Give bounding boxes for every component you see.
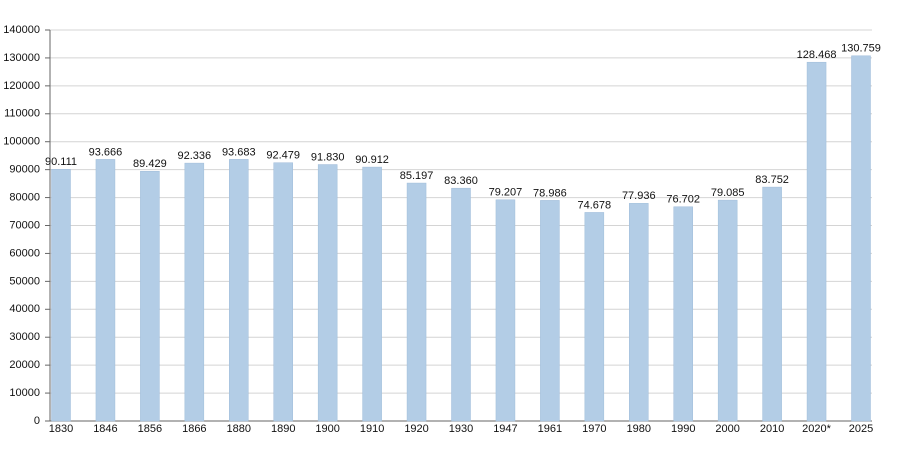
value-label: 79.207 (489, 187, 523, 199)
bar (51, 169, 71, 422)
bar (584, 212, 605, 422)
bar (229, 159, 249, 422)
x-tick-label: 1970 (582, 423, 606, 435)
x-tick-label: 1961 (538, 423, 562, 435)
y-tick-label: 110000 (4, 108, 40, 120)
y-tick-label: 20000 (9, 359, 40, 371)
x-tick-label: 1880 (227, 423, 251, 435)
x-tick-label: 1920 (404, 423, 428, 435)
x-tick-label: 1900 (315, 423, 339, 435)
bar (495, 199, 516, 422)
bar (540, 200, 560, 422)
value-label: 78.986 (533, 187, 567, 199)
y-tick-label: 10000 (9, 387, 40, 399)
x-tick-label: 2000 (715, 423, 739, 435)
value-label: 91.830 (311, 151, 345, 163)
value-label: 128.468 (797, 49, 837, 61)
bar (140, 170, 160, 422)
bar (184, 162, 205, 422)
x-tick-label: 2020* (802, 423, 831, 435)
x-tick-label: 1830 (49, 423, 73, 435)
y-tick-label: 30000 (9, 331, 40, 343)
value-label: 130.759 (841, 43, 881, 55)
value-label: 76.702 (666, 194, 700, 206)
bar (717, 199, 738, 422)
bar (762, 186, 782, 422)
value-label: 85.197 (400, 170, 434, 182)
bar (673, 206, 693, 422)
value-label: 83.752 (755, 174, 789, 186)
x-tick-label: 2010 (760, 423, 784, 435)
bar (851, 55, 871, 422)
y-tick-label: 60000 (9, 247, 40, 259)
x-tick-label: 1856 (138, 423, 162, 435)
y-tick-label: 100000 (3, 136, 40, 148)
bar (317, 164, 338, 422)
y-tick-label: 90000 (9, 164, 40, 176)
value-label: 93.683 (222, 146, 256, 158)
x-tick-label: 1846 (93, 423, 117, 435)
value-label: 90.912 (355, 154, 389, 166)
value-label: 79.085 (711, 187, 745, 199)
bar (273, 162, 293, 422)
y-tick-label: 120000 (3, 80, 40, 92)
x-tick-label: 1910 (360, 423, 384, 435)
x-tick-label: 1890 (271, 423, 295, 435)
bar (629, 203, 649, 422)
value-label: 77.936 (622, 190, 656, 202)
x-tick-label: 1930 (449, 423, 473, 435)
x-tick-label: 1980 (627, 423, 651, 435)
y-tick-label: 70000 (9, 219, 40, 231)
y-tick-label: 0 (34, 415, 40, 427)
value-label: 90.111 (45, 156, 77, 168)
y-tick-label: 40000 (9, 303, 40, 315)
value-label: 93.666 (89, 146, 123, 158)
y-tick-label: 50000 (9, 275, 40, 287)
value-label: 83.360 (444, 175, 478, 187)
x-tick-label: 1990 (671, 423, 695, 435)
x-tick-label: 1947 (493, 423, 517, 435)
bar (451, 187, 471, 422)
bar (406, 182, 427, 422)
bar (95, 159, 116, 422)
value-label: 92.336 (178, 150, 212, 162)
y-tick-label: 140000 (3, 24, 40, 36)
y-tick-label: 130000 (3, 52, 40, 64)
bar (362, 166, 382, 422)
y-tick-label: 80000 (9, 191, 40, 203)
value-label: 92.479 (266, 150, 300, 162)
bar (806, 61, 827, 422)
value-label: 74.678 (578, 199, 612, 211)
value-label: 89.429 (133, 158, 167, 170)
x-tick-label: 1866 (182, 423, 206, 435)
x-tick-label: 2025 (849, 423, 873, 435)
